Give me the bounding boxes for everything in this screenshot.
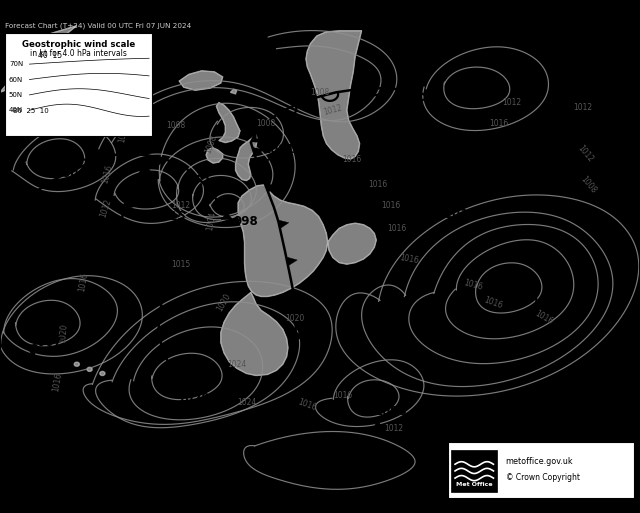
Polygon shape xyxy=(265,184,276,192)
Text: 1017: 1017 xyxy=(598,85,631,97)
Text: L: L xyxy=(434,191,445,209)
Polygon shape xyxy=(124,240,134,248)
Polygon shape xyxy=(141,165,152,172)
Text: 1007: 1007 xyxy=(30,336,63,349)
Text: L: L xyxy=(223,199,234,217)
Text: 1024: 1024 xyxy=(237,398,256,407)
Polygon shape xyxy=(156,157,166,166)
Text: L: L xyxy=(466,68,477,86)
Text: 1012: 1012 xyxy=(502,98,522,107)
Text: 1015: 1015 xyxy=(171,260,190,269)
Text: 1012: 1012 xyxy=(171,201,190,210)
Text: 1008: 1008 xyxy=(166,121,186,130)
Polygon shape xyxy=(236,134,257,181)
Text: H: H xyxy=(520,281,534,299)
Text: 1008: 1008 xyxy=(256,119,275,128)
Polygon shape xyxy=(124,201,134,209)
Text: 1008: 1008 xyxy=(310,88,330,97)
Text: L: L xyxy=(143,194,154,212)
Circle shape xyxy=(100,371,105,376)
Polygon shape xyxy=(230,89,237,94)
Text: 1016: 1016 xyxy=(482,295,504,310)
Text: 1008: 1008 xyxy=(579,174,598,195)
Text: 1024: 1024 xyxy=(227,360,246,369)
Text: L: L xyxy=(252,127,262,145)
Text: 1015: 1015 xyxy=(154,210,186,223)
Text: 1016: 1016 xyxy=(463,278,484,291)
Circle shape xyxy=(74,362,79,366)
Text: Forecast Chart (T+24) Valid 00 UTC Fri 07 JUN 2024: Forecast Chart (T+24) Valid 00 UTC Fri 0… xyxy=(5,23,191,29)
Bar xyxy=(448,442,634,499)
Text: 1012: 1012 xyxy=(323,104,343,117)
Polygon shape xyxy=(221,213,232,220)
Text: 80  25  10: 80 25 10 xyxy=(13,108,49,114)
Text: 1020: 1020 xyxy=(215,292,233,313)
Text: 40N: 40N xyxy=(9,107,23,113)
Bar xyxy=(451,450,497,492)
Polygon shape xyxy=(179,71,223,90)
Bar xyxy=(5,33,152,136)
Text: 1016: 1016 xyxy=(77,272,90,292)
Polygon shape xyxy=(293,294,304,303)
Text: 40  15: 40 15 xyxy=(38,51,63,60)
Text: 1012: 1012 xyxy=(99,198,113,218)
Polygon shape xyxy=(306,31,362,159)
Text: Geostrophic wind scale: Geostrophic wind scale xyxy=(22,40,135,49)
Text: L: L xyxy=(19,320,30,338)
Text: 1016: 1016 xyxy=(381,201,400,210)
Text: metoffice.gov.uk: metoffice.gov.uk xyxy=(506,457,573,466)
Polygon shape xyxy=(286,257,297,266)
Text: 998: 998 xyxy=(234,215,259,228)
Text: 1016: 1016 xyxy=(342,154,362,164)
Text: 1016: 1016 xyxy=(399,253,420,265)
Polygon shape xyxy=(295,332,305,341)
Text: 1008: 1008 xyxy=(204,133,219,154)
Polygon shape xyxy=(278,220,289,229)
Text: 1004: 1004 xyxy=(205,210,218,231)
Polygon shape xyxy=(328,223,376,264)
Text: 60N: 60N xyxy=(9,76,23,83)
Text: 1016: 1016 xyxy=(100,164,115,185)
Text: 1004: 1004 xyxy=(477,85,509,97)
Text: 1016: 1016 xyxy=(333,390,352,400)
Polygon shape xyxy=(159,312,169,321)
Text: 1006: 1006 xyxy=(54,167,87,180)
Text: L: L xyxy=(44,150,54,168)
Text: 1016: 1016 xyxy=(296,398,318,413)
Text: 1016: 1016 xyxy=(533,309,555,327)
Text: 1016: 1016 xyxy=(51,372,64,392)
Text: 1012: 1012 xyxy=(573,103,592,112)
Text: 1020: 1020 xyxy=(140,85,152,105)
Polygon shape xyxy=(252,147,264,156)
Text: L: L xyxy=(364,389,374,407)
Polygon shape xyxy=(206,148,223,163)
Text: 1016: 1016 xyxy=(368,180,387,189)
Text: 1016: 1016 xyxy=(123,95,133,115)
Polygon shape xyxy=(221,292,288,376)
Text: 1012: 1012 xyxy=(384,424,403,433)
Polygon shape xyxy=(238,185,328,297)
Text: 1028: 1028 xyxy=(177,392,210,405)
Text: Met Office: Met Office xyxy=(456,482,493,487)
Text: 70N: 70N xyxy=(9,61,23,67)
Text: in kt for 4.0 hPa intervals: in kt for 4.0 hPa intervals xyxy=(30,49,127,58)
Text: 1016: 1016 xyxy=(387,224,406,233)
Text: 1012: 1012 xyxy=(576,144,595,164)
Polygon shape xyxy=(216,103,240,143)
Circle shape xyxy=(87,367,92,371)
Text: 1020: 1020 xyxy=(59,324,69,343)
Polygon shape xyxy=(140,277,150,284)
Text: H: H xyxy=(588,68,602,86)
Text: 1016: 1016 xyxy=(490,119,509,128)
Polygon shape xyxy=(0,26,77,92)
Text: 1020: 1020 xyxy=(285,313,304,323)
Text: © Crown Copyright: © Crown Copyright xyxy=(506,472,580,482)
Text: 1001: 1001 xyxy=(262,144,295,156)
Text: 1019: 1019 xyxy=(531,298,564,310)
Text: 1012: 1012 xyxy=(117,123,130,144)
Text: H: H xyxy=(166,376,180,394)
Text: 1015: 1015 xyxy=(445,208,477,221)
Text: 1008: 1008 xyxy=(374,405,407,418)
Text: 50N: 50N xyxy=(9,92,23,98)
